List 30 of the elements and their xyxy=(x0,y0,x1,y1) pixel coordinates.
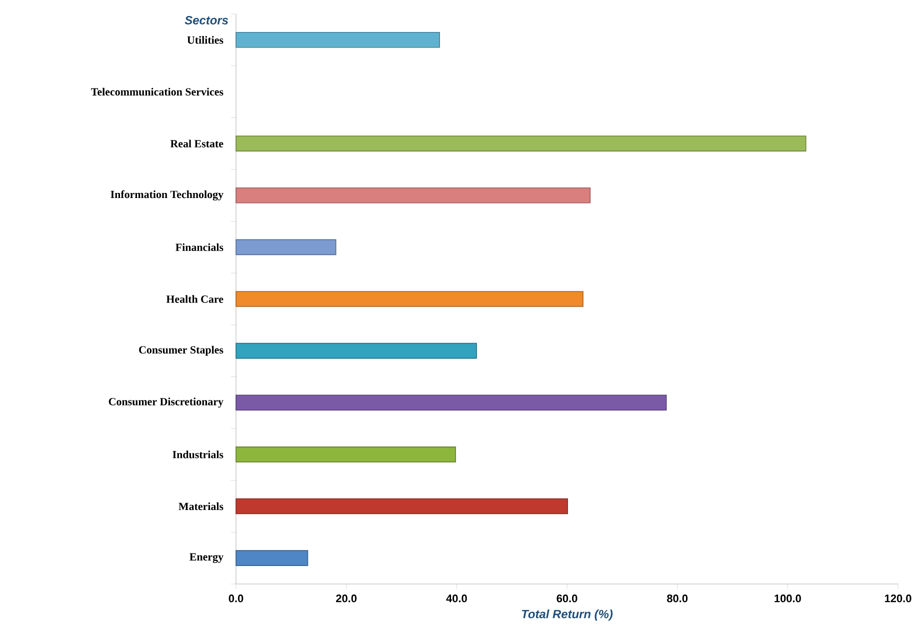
bar xyxy=(236,446,456,462)
bar xyxy=(236,498,568,514)
bar xyxy=(236,394,667,411)
bar xyxy=(236,136,806,152)
y-tick-label: Real Estate xyxy=(170,140,224,148)
x-tick-label: 40.0 xyxy=(446,594,467,602)
y-tick-label: Consumer Staples xyxy=(139,346,224,356)
y-axis-title: Sectors xyxy=(184,16,228,24)
x-axis-title: Total Return (%) xyxy=(522,610,613,621)
bar xyxy=(236,187,591,204)
x-tick-label: 120.0 xyxy=(884,594,912,602)
y-tick-label: Consumer Discretionary xyxy=(108,398,224,408)
x-tick-label: 100.0 xyxy=(774,594,801,602)
bar xyxy=(236,239,336,256)
y-tick-label: Telecommunication Services xyxy=(91,88,224,96)
y-tick-label: Information Technology xyxy=(110,190,224,200)
bar xyxy=(236,32,440,48)
bar xyxy=(236,550,308,566)
x-tick-label: 20.0 xyxy=(336,594,357,602)
y-tick-label: Materials xyxy=(178,502,224,510)
y-tick-label: Health Care xyxy=(166,295,224,303)
y-tick-label: Energy xyxy=(190,553,224,563)
x-tick-label: 80.0 xyxy=(667,594,688,602)
y-tick-label: Financials xyxy=(176,243,224,252)
y-tick-label: Industrials xyxy=(172,450,224,458)
x-tick-label: 0.0 xyxy=(228,594,244,602)
bar xyxy=(236,291,584,307)
x-tick-label: 60.0 xyxy=(556,594,578,602)
bar xyxy=(236,342,477,359)
y-tick-label: Utilities xyxy=(187,36,224,44)
